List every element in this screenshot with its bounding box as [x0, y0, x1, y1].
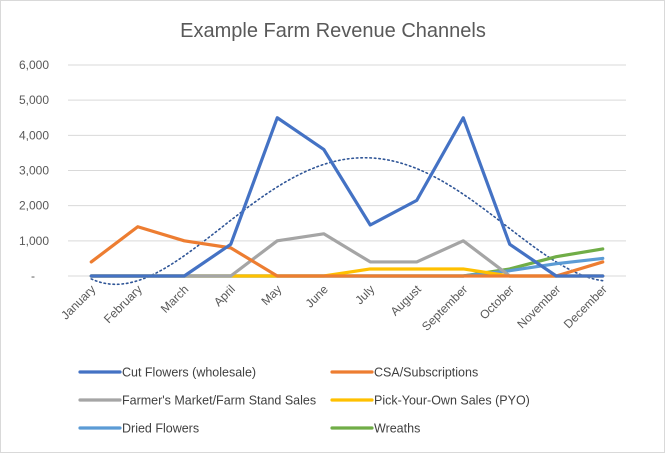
- legend-label: Pick-Your-Own Sales (PYO): [374, 394, 530, 408]
- x-tick-label: April: [211, 282, 238, 309]
- legend-label: Dried Flowers: [122, 422, 199, 436]
- x-tick-label: March: [158, 282, 191, 315]
- legend-label: CSA/Subscriptions: [374, 366, 478, 380]
- y-tick-label: 3,000: [19, 164, 49, 178]
- y-tick-label: 5,000: [19, 93, 49, 107]
- x-tick-label: February: [101, 282, 145, 326]
- series-line: [89, 225, 605, 278]
- x-tick-label: October: [477, 282, 517, 322]
- x-tick-label: June: [303, 282, 332, 311]
- x-tick-label: July: [352, 282, 377, 307]
- chart-title: Example Farm Revenue Channels: [180, 20, 486, 42]
- trendline: [90, 156, 604, 286]
- legend-label: Cut Flowers (wholesale): [122, 366, 256, 380]
- x-tick-label: September: [419, 282, 470, 333]
- x-tick-label: August: [388, 282, 425, 319]
- legend: Cut Flowers (wholesale) CSA/Subscriptions…: [78, 366, 530, 436]
- series-lines: [89, 116, 605, 278]
- trendline-layer: [90, 156, 604, 286]
- x-axis-ticks: January February March April May June July Augu…: [58, 282, 610, 334]
- x-tick-label: December: [561, 282, 610, 331]
- legend-label: Farmer's Market/Farm Stand Sales: [122, 394, 316, 408]
- y-tick-label: 6,000: [19, 58, 49, 72]
- legend-label: Wreaths: [374, 422, 420, 436]
- y-tick-label: -: [31, 269, 35, 283]
- x-tick-label: January: [58, 282, 98, 322]
- x-tick-label: May: [258, 282, 284, 308]
- series-line: [89, 116, 605, 278]
- y-tick-label: 2,000: [19, 199, 49, 213]
- x-tick-label: November: [514, 282, 563, 331]
- y-axis-ticks: - 1,000 2,000 3,000 4,000 5,000 6,000: [19, 58, 49, 283]
- y-tick-label: 1,000: [19, 234, 49, 248]
- y-tick-label: 4,000: [19, 128, 49, 142]
- gridlines: [68, 64, 626, 277]
